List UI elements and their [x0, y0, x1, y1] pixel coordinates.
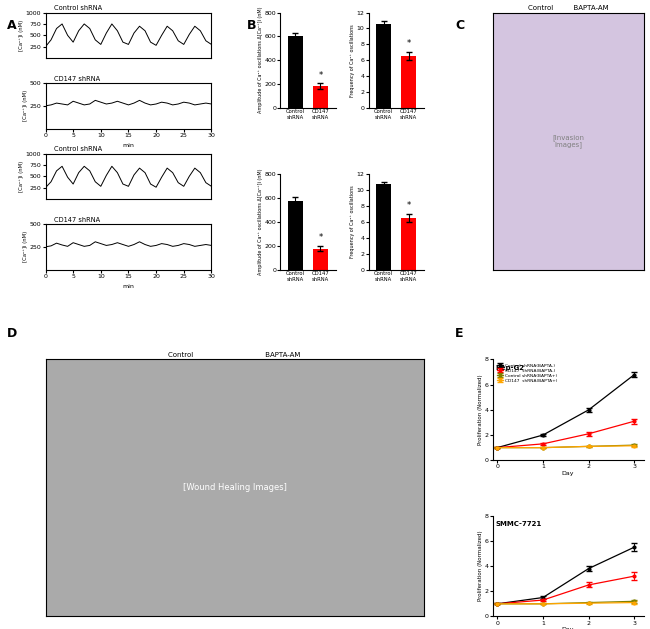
Text: Control shRNA: Control shRNA: [54, 147, 102, 152]
Text: *: *: [318, 70, 322, 79]
Bar: [288, 36, 303, 108]
X-axis label: Day: Day: [562, 470, 575, 476]
Title: Control         BAPTA-AM: Control BAPTA-AM: [528, 5, 608, 11]
X-axis label: min: min: [122, 284, 135, 289]
Text: D: D: [6, 327, 17, 340]
Text: C: C: [455, 19, 464, 32]
Text: *: *: [318, 233, 322, 242]
X-axis label: Day: Day: [562, 627, 575, 629]
Text: CD147 shRNA: CD147 shRNA: [54, 217, 100, 223]
Text: E: E: [455, 327, 463, 340]
Bar: [401, 56, 416, 108]
X-axis label: min: min: [122, 143, 135, 148]
Text: Hep-G2: Hep-G2: [496, 364, 525, 370]
Y-axis label: [Ca²⁺]i (nM): [Ca²⁺]i (nM): [23, 231, 28, 262]
Title: Control                                BAPTA-AM: Control BAPTA-AM: [168, 352, 301, 358]
Bar: [401, 218, 416, 270]
Y-axis label: [Ca²⁺]i (nM): [Ca²⁺]i (nM): [20, 19, 25, 51]
Y-axis label: Proliferation (Normalized): Proliferation (Normalized): [478, 374, 483, 445]
Text: A: A: [6, 19, 16, 32]
Bar: [313, 248, 328, 270]
Text: [Invasion
Images]: [Invasion Images]: [552, 134, 584, 148]
Text: *: *: [406, 40, 411, 48]
Y-axis label: Frequency of Ca²⁺ oscillations: Frequency of Ca²⁺ oscillations: [350, 186, 355, 259]
Y-axis label: Proliferation (Normalized): Proliferation (Normalized): [478, 531, 483, 601]
Text: B: B: [247, 19, 257, 32]
Bar: [288, 201, 303, 270]
Text: SMMC-7721: SMMC-7721: [496, 521, 542, 526]
Legend: Control shRNA(BAPTA-), CD147  shRNA(BAPTA-), Control shRNA(BAPTA+), CD147  shRNA: Control shRNA(BAPTA-), CD147 shRNA(BAPTA…: [495, 362, 559, 384]
Text: CD147 shRNA: CD147 shRNA: [54, 76, 100, 82]
Bar: [376, 25, 391, 108]
Text: Control shRNA: Control shRNA: [54, 6, 102, 11]
Bar: [376, 184, 391, 270]
Text: [Wound Healing Images]: [Wound Healing Images]: [183, 484, 287, 493]
Y-axis label: Amplitude of Ca²⁺ oscillations Δ[Ca²⁺]i (nM): Amplitude of Ca²⁺ oscillations Δ[Ca²⁺]i …: [258, 7, 263, 113]
Bar: [313, 86, 328, 108]
Y-axis label: [Ca²⁺]i (nM): [Ca²⁺]i (nM): [23, 90, 28, 121]
Text: *: *: [406, 201, 411, 210]
Y-axis label: [Ca²⁺]i (nM): [Ca²⁺]i (nM): [20, 160, 25, 192]
Y-axis label: Frequency of Ca²⁺ oscillations: Frequency of Ca²⁺ oscillations: [350, 24, 355, 96]
Y-axis label: Amplitude of Ca²⁺ oscillations Δ[Ca²⁺]i (nM): Amplitude of Ca²⁺ oscillations Δ[Ca²⁺]i …: [258, 169, 263, 276]
